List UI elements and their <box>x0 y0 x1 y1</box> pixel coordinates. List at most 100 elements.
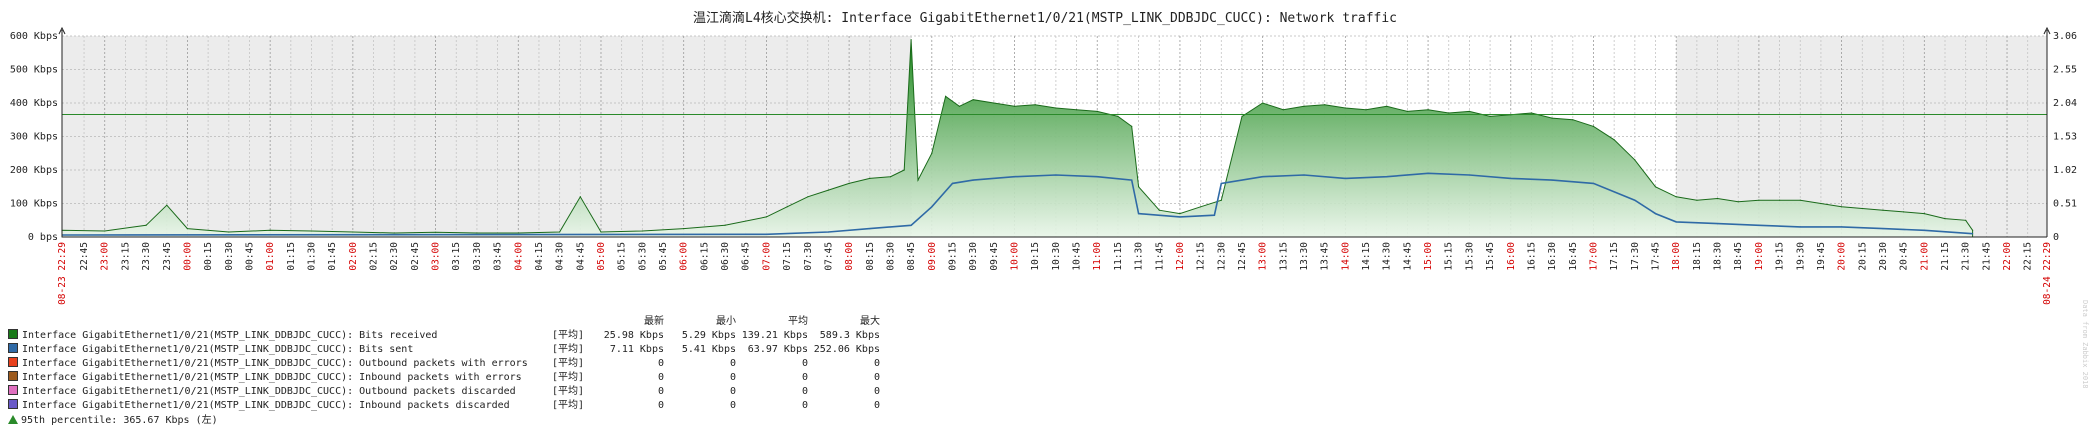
bits-received-point <box>1861 207 1863 210</box>
legend-swatch-icon <box>8 329 18 339</box>
x-tick-label: 08:15 <box>865 242 876 271</box>
bits-sent-point <box>1055 174 1057 176</box>
x-tick-label: 22:00 <box>2002 242 2013 271</box>
x-tick-label: 06:30 <box>720 242 731 271</box>
legend-row: Interface GigabitEthernet1/0/21(MSTP_LIN… <box>8 357 880 371</box>
x-tick-label: 02:30 <box>389 242 400 271</box>
legend-header-row: 最新 最小 平均 最大 <box>8 315 880 329</box>
x-tick-label: 11:30 <box>1134 242 1145 271</box>
legend-item-max: 252.06 Kbps <box>813 344 880 355</box>
x-tick-label: 05:30 <box>637 242 648 271</box>
bits-received-point <box>972 99 974 101</box>
x-tick-label: 07:15 <box>782 242 793 271</box>
x-tick-label: 03:45 <box>493 242 504 271</box>
legend-item-function: [平均] <box>552 330 585 341</box>
x-tick-label: 19:00 <box>1754 242 1765 271</box>
bits-received-point <box>1903 211 1905 213</box>
bits-received-point <box>1448 112 1450 114</box>
bits-sent-point <box>1344 177 1346 179</box>
bits-sent-point <box>1510 177 1512 179</box>
legend-item-avg: 0 <box>801 372 808 383</box>
y-axis-right-arrow-icon <box>2043 26 2051 35</box>
x-tick-label: 11:45 <box>1154 242 1165 271</box>
x-tick-label: 05:15 <box>617 242 628 271</box>
x-axis-labels: 08-23 22:29 22:45 23:00 23:15 23:30 23:45 00:0… <box>57 242 2053 305</box>
x-tick-label: 04:30 <box>555 242 566 271</box>
x-end-label: 08-24 22:29 <box>2042 242 2053 305</box>
x-tick-label: 13:45 <box>1320 242 1331 271</box>
watermark: Data from Zabbix 2018 <box>2081 300 2089 389</box>
bits-received-point <box>1779 199 1781 201</box>
bits-received-point <box>1344 107 1346 109</box>
x-tick-label: 19:30 <box>1795 242 1806 271</box>
legend-header-avg: 平均 <box>788 316 808 327</box>
bits-received-point <box>910 39 912 41</box>
x-tick-label: 15:00 <box>1423 242 1434 271</box>
bits-received-point <box>228 231 230 233</box>
x-tick-label: 06:00 <box>679 242 690 271</box>
x-tick-label: 09:15 <box>948 242 959 271</box>
bits-sent-point <box>1427 172 1429 174</box>
bits-received-point <box>1427 109 1429 111</box>
x-start-label: 08-23 22:29 <box>57 242 68 305</box>
legend-item-name: Interface GigabitEthernet1/0/21(MSTP_LIN… <box>22 386 516 397</box>
bits-received-point <box>1262 102 1264 104</box>
bits-sent-point <box>1634 199 1636 201</box>
x-tick-label: 17:45 <box>1651 242 1662 271</box>
legend-item-min: 5.29 Kbps <box>681 330 736 341</box>
legend-swatch-icon <box>8 357 18 367</box>
bits-received-point <box>889 176 892 178</box>
bits-received-point <box>310 230 313 232</box>
bits-received-point <box>579 196 581 198</box>
legend-item-function: [平均] <box>552 386 585 397</box>
bits-sent-point <box>1138 213 1140 215</box>
legend-header-max: 最大 <box>860 316 880 327</box>
bits-sent-point <box>1923 229 1925 231</box>
bits-received-point <box>848 182 850 184</box>
y-axis-left-arrow-icon <box>58 26 66 35</box>
legend-item-function: [平均] <box>552 372 585 383</box>
x-tick-label: 17:00 <box>1589 242 1600 271</box>
bits-sent-point <box>869 228 871 230</box>
x-tick-label: 02:45 <box>410 242 421 271</box>
x-tick-label: 16:45 <box>1568 242 1579 271</box>
x-tick-label: 14:30 <box>1382 242 1393 271</box>
x-tick-label: 04:45 <box>575 242 586 271</box>
x-tick-label: 21:15 <box>1940 242 1951 271</box>
y-axis-right-labels: 0 0.51 1.02 1.53 2.04 2.55 3.06 <box>2053 31 2077 243</box>
bits-received-point <box>1406 110 1408 112</box>
bits-received-area <box>61 39 1974 238</box>
x-tick-label: 15:15 <box>1444 242 1455 271</box>
bits-received-point <box>1303 105 1305 107</box>
x-tick-label: 23:00 <box>100 242 111 271</box>
bits-received-point <box>1076 109 1078 111</box>
legend-item-name: Interface GigabitEthernet1/0/21(MSTP_LIN… <box>22 330 438 341</box>
x-tick-label: 10:30 <box>1051 242 1062 271</box>
legend-item-name: Interface GigabitEthernet1/0/21(MSTP_LIN… <box>22 358 528 369</box>
bits-received-point <box>958 105 961 107</box>
bits-sent-point <box>1096 176 1098 178</box>
legend-row: Interface GigabitEthernet1/0/21(MSTP_LIN… <box>8 329 880 343</box>
x-tick-label: 21:45 <box>1981 242 1992 271</box>
bits-received-point <box>1820 202 1822 205</box>
bits-sent-point <box>1262 176 1264 178</box>
legend-item-last: 0 <box>657 386 664 397</box>
bits-received-point <box>1365 109 1367 111</box>
x-tick-label: 16:15 <box>1527 242 1538 271</box>
x-tick-label: 15:45 <box>1485 242 1496 271</box>
legend-item-last: 0 <box>657 358 664 369</box>
x-tick-label: 10:15 <box>1030 242 1041 271</box>
legend-item-max: 589.3 Kbps <box>819 330 880 341</box>
x-tick-label: 12:30 <box>1216 242 1227 271</box>
x-tick-label: 07:00 <box>761 242 772 271</box>
x-tick-label: 16:30 <box>1547 242 1558 271</box>
x-tick-label: 18:00 <box>1671 242 1682 271</box>
bits-sent-point <box>951 182 954 184</box>
series-bits-sent <box>61 172 1974 236</box>
bits-received-point <box>683 228 685 230</box>
x-tick-label: 10:00 <box>1010 242 1021 271</box>
legend-item-min: 0 <box>729 400 736 411</box>
bits-received-point <box>1923 213 1925 215</box>
y-tick-label-right: 3.06 <box>2053 31 2077 42</box>
legend-item-avg: 0 <box>801 400 808 411</box>
